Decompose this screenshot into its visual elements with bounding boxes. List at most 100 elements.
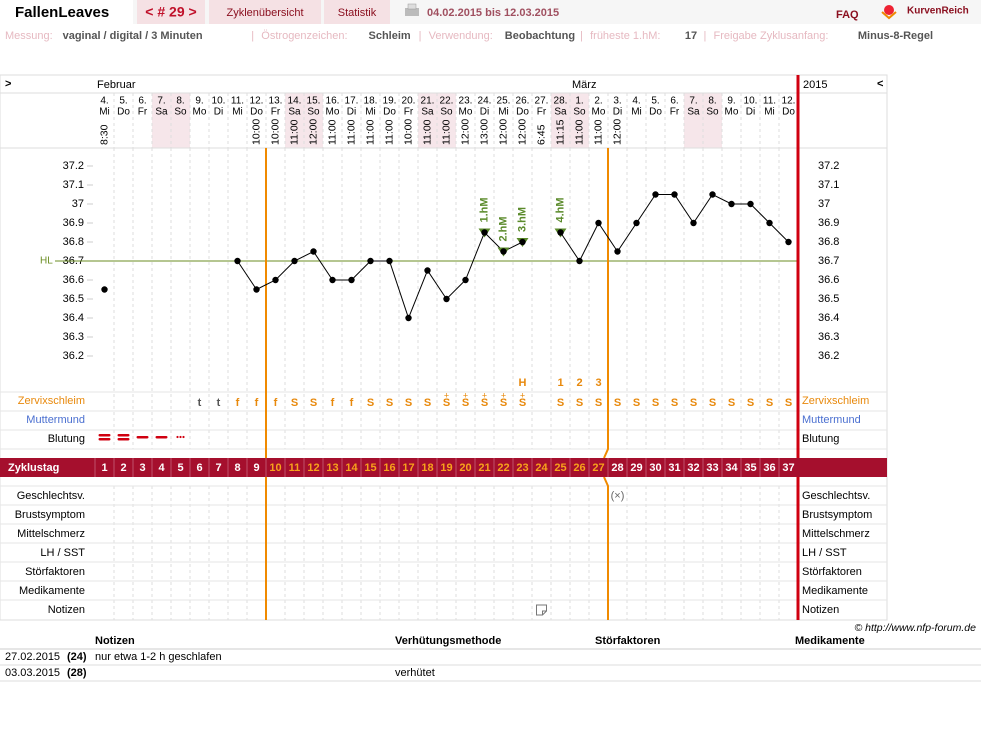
temperature-point bbox=[386, 257, 393, 265]
info-separator: | bbox=[580, 30, 583, 42]
time-label: 8:30 bbox=[98, 124, 110, 145]
cycle-day: 27 bbox=[592, 462, 604, 474]
row-label-right: Notizen bbox=[802, 604, 839, 616]
tab[interactable] bbox=[209, 0, 321, 24]
cervix-plus: + bbox=[520, 390, 525, 400]
info-label: Messung: bbox=[5, 30, 53, 42]
temperature-point bbox=[367, 257, 374, 265]
row-label: Blutung bbox=[48, 433, 85, 445]
date-label: 25. bbox=[497, 96, 511, 107]
brand[interactable]: KurvenReich bbox=[907, 6, 969, 17]
cervix-symbol: S bbox=[595, 397, 602, 409]
cervix-symbol: S bbox=[291, 397, 298, 409]
temperature-point bbox=[329, 276, 336, 284]
cycle-day: 5 bbox=[177, 462, 183, 474]
cycle-day: 14 bbox=[345, 462, 358, 474]
info-label: Östrogenzeichen: bbox=[261, 30, 347, 42]
print-icon[interactable] bbox=[405, 3, 419, 16]
date-label: 3. bbox=[613, 96, 621, 107]
month-label: Februar bbox=[97, 79, 136, 91]
cervix-symbol: f bbox=[255, 397, 259, 409]
date-label: 12. bbox=[250, 96, 264, 107]
cycle-day: 10 bbox=[269, 462, 281, 474]
cervix-plus: + bbox=[482, 390, 487, 400]
temperature-point bbox=[310, 248, 317, 255]
date-label: 6. bbox=[138, 96, 146, 107]
row-label-right: Geschlechtsv. bbox=[802, 490, 870, 502]
temperature-point bbox=[443, 295, 450, 303]
cycle-day: 20 bbox=[459, 462, 471, 474]
app-name: FallenLeaves bbox=[15, 4, 109, 21]
bleeding-mark bbox=[155, 436, 168, 439]
notes-cell: (28) bbox=[67, 667, 87, 679]
weekday-label: Di bbox=[214, 107, 223, 118]
cycle-day: 17 bbox=[402, 462, 414, 474]
weekday-label: Do bbox=[117, 107, 130, 118]
cycle-day: 31 bbox=[668, 462, 680, 474]
info-separator: | bbox=[251, 30, 254, 42]
temperature-point bbox=[766, 219, 773, 227]
cervix-symbol: f bbox=[236, 397, 240, 409]
cycle-day: 24 bbox=[535, 462, 548, 474]
tab-label[interactable]: Statistik bbox=[338, 7, 377, 19]
y-tick-label: 37.1 bbox=[63, 179, 84, 191]
cervix-peak: 2 bbox=[576, 377, 582, 389]
weekday-label: Do bbox=[782, 107, 795, 118]
weekday-label: So bbox=[174, 107, 187, 118]
cycle-day: 8 bbox=[234, 462, 240, 474]
cervix-symbol: S bbox=[386, 397, 393, 409]
cervix-peak: 3 bbox=[595, 377, 601, 389]
date-label: 4. bbox=[632, 96, 640, 107]
weekday-label: Mo bbox=[459, 107, 473, 118]
cycle-day: 30 bbox=[649, 462, 661, 474]
date-label: 8. bbox=[708, 96, 716, 107]
month-label: März bbox=[572, 79, 596, 91]
date-label: 9. bbox=[727, 96, 735, 107]
bleeding-mark bbox=[117, 434, 130, 437]
weekend-shade bbox=[285, 93, 304, 148]
faq-link[interactable]: FAQ bbox=[836, 9, 859, 21]
info-value: vaginal / digital / 3 Minuten bbox=[63, 30, 203, 42]
weekend-shade bbox=[304, 93, 323, 148]
weekday-label: Mi bbox=[764, 107, 775, 118]
cycle-nav-tab[interactable] bbox=[137, 0, 205, 24]
date-label: 20. bbox=[402, 96, 416, 107]
tab-label[interactable]: Zyklenübersicht bbox=[226, 7, 303, 19]
y-tick-label: 37.2 bbox=[63, 160, 84, 172]
weekday-label: Fr bbox=[670, 107, 680, 118]
info-label: Freigabe Zyklusanfang: bbox=[714, 30, 829, 42]
tab[interactable] bbox=[324, 0, 390, 24]
weekend-shade bbox=[437, 93, 456, 148]
cervix-symbol: S bbox=[481, 397, 488, 409]
row-label: Medikamente bbox=[19, 585, 85, 597]
copyright: © http://www.nfp-forum.de bbox=[854, 622, 976, 634]
cycle-day: 12 bbox=[307, 462, 319, 474]
temperature-point bbox=[462, 276, 469, 284]
brand-icon bbox=[881, 5, 897, 20]
cycle-nav[interactable]: < # 29 > bbox=[145, 4, 196, 20]
notes-cell: nur etwa 1-2 h geschlafen bbox=[95, 651, 222, 663]
cervix-symbol: S bbox=[367, 397, 374, 409]
bleeding-mark bbox=[136, 436, 149, 439]
cycle-day: 6 bbox=[196, 462, 202, 474]
date-range: 04.02.2015 bis 12.03.2015 bbox=[427, 7, 559, 19]
weekday-label: Do bbox=[383, 107, 396, 118]
temperature-point bbox=[709, 191, 716, 198]
y-tick-label-right: 37.2 bbox=[818, 160, 839, 172]
y-tick-label: 36.4 bbox=[63, 312, 84, 324]
y-tick-label: 36.6 bbox=[63, 274, 84, 286]
info-separator: | bbox=[704, 30, 707, 42]
weekday-label: Mo bbox=[592, 107, 606, 118]
cycle-day: 32 bbox=[687, 462, 699, 474]
time-label: 12:00 bbox=[497, 119, 509, 145]
weekday-label: Sa bbox=[421, 107, 434, 118]
evaluation-line bbox=[603, 148, 609, 620]
weekday-label: Do bbox=[649, 107, 662, 118]
bleeding-mark bbox=[117, 438, 130, 441]
cervix-symbol: S bbox=[424, 397, 431, 409]
cycle-day: 2 bbox=[120, 462, 126, 474]
row-label: Zervixschleim bbox=[18, 395, 85, 407]
cycle-day: 7 bbox=[215, 462, 221, 474]
date-label: 10. bbox=[212, 96, 226, 107]
year-label: 2015 bbox=[803, 79, 827, 91]
